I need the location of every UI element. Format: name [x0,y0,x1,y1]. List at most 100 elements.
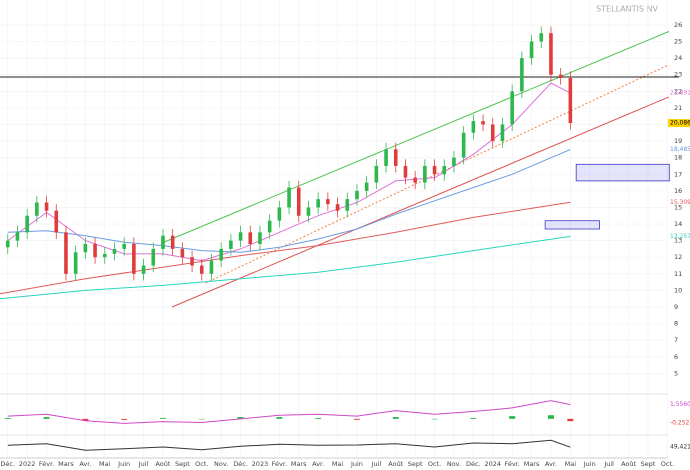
candle-body [529,41,534,59]
candle-body [452,157,456,166]
y-tick-label: 7 [674,336,678,344]
x-tick-label: Juil [603,460,614,468]
trend-line [171,96,670,308]
value-tag: 15,309 [670,199,690,206]
x-tick-label: Mai [332,460,344,468]
y-tick-label: 23 [674,71,682,79]
x-tick-label: Oct. [428,460,441,468]
y-tick-label: 16 [674,187,682,195]
histogram-bar [431,418,438,420]
candle-body [374,165,379,183]
candle-body [93,243,97,258]
x-tick-label: Sept [175,460,190,468]
value-tag: 18,485 [670,146,690,153]
candle-body [413,177,417,183]
candle-body [549,33,553,75]
y-tick-label: 11 [674,270,682,278]
histogram-bar [237,417,244,419]
trend-line [161,31,670,244]
candle-body [122,243,126,249]
candle-body [44,202,49,211]
candle-body [151,248,156,266]
candle-body [112,248,117,254]
histogram-bar [353,418,360,420]
x-tick-label: Juil [371,460,382,468]
candle-body [423,165,427,183]
candle-body [335,204,340,211]
x-tick-label: Juin [350,460,363,468]
x-tick-label: Nov. [447,460,461,468]
candle-body [471,121,476,133]
y-tick-label: 8 [674,320,678,328]
y-tick-label: 25 [674,37,682,45]
x-tick-label: Mai [99,460,111,468]
candle-body [403,165,408,178]
candle-body [170,235,175,249]
chart-title: STELLANTIS NV [596,5,658,14]
x-tick-label: Avr. [79,460,91,468]
candle-body [15,232,20,241]
candle-body [287,187,291,208]
candle-body [190,257,194,266]
x-tick-label: Mars [58,460,74,468]
y-tick-label: 18 [674,154,682,162]
candle-body [432,165,437,175]
y-tick-label: 14 [674,220,682,228]
value-tag-bg [668,119,690,128]
histogram-bar [198,418,205,420]
histogram-bar [547,415,554,419]
candle-body [568,78,573,124]
value-tag: -0,25246 [670,420,690,427]
x-tick-label: Déc. [233,460,248,468]
histogram-bar [509,416,516,419]
x-tick-label: Juil [138,460,149,468]
value-tag: 21,891 [670,90,690,97]
candle-body [209,260,214,274]
x-tick-label: Juin [117,460,130,468]
candle-body [481,121,485,125]
zone [575,163,670,182]
x-tick-label: Févr. [39,460,54,468]
x-tick-label: Févr. [272,460,287,468]
y-tick-label: 10 [674,286,682,294]
x-tick-label: Juin [583,460,596,468]
x-tick-label: Avr. [312,460,324,468]
histogram-bar [392,417,399,419]
histogram-bar [470,417,477,419]
y-tick-label: 15 [674,203,682,211]
x-tick-label: Oct. [661,460,674,468]
y-tick-label: 24 [674,54,682,62]
candle-body [5,240,10,248]
candle-body [539,33,544,42]
candle-body [35,202,39,216]
moving-average [0,235,571,300]
histogram-bar [567,418,574,422]
x-tick-label: 2023 [252,460,269,468]
candle-body [384,149,388,166]
value-tag: 13,257 [670,233,690,240]
candle-body [258,232,262,244]
candle-body [461,132,466,158]
candle-body [141,265,146,274]
candle-body [238,232,243,241]
x-tick-label: 2022 [19,460,36,468]
x-tick-label: Mai [565,460,577,468]
x-tick-label: Nov. [214,460,228,468]
y-tick-label: 21 [674,104,682,112]
candle-body [199,265,204,274]
histogram-bar [43,417,50,419]
x-tick-label: 2024 [484,460,501,468]
indicator-line [7,400,571,424]
candle-body [219,248,223,261]
y-tick-label: 12 [674,253,682,261]
moving-average [0,201,571,295]
x-tick-label: Févr. [504,460,519,468]
candle-body [316,199,320,208]
x-tick-label: Août [388,460,403,468]
indicator-line [7,439,571,451]
y-tick-label: 26 [674,21,682,29]
candle-body [500,124,505,142]
